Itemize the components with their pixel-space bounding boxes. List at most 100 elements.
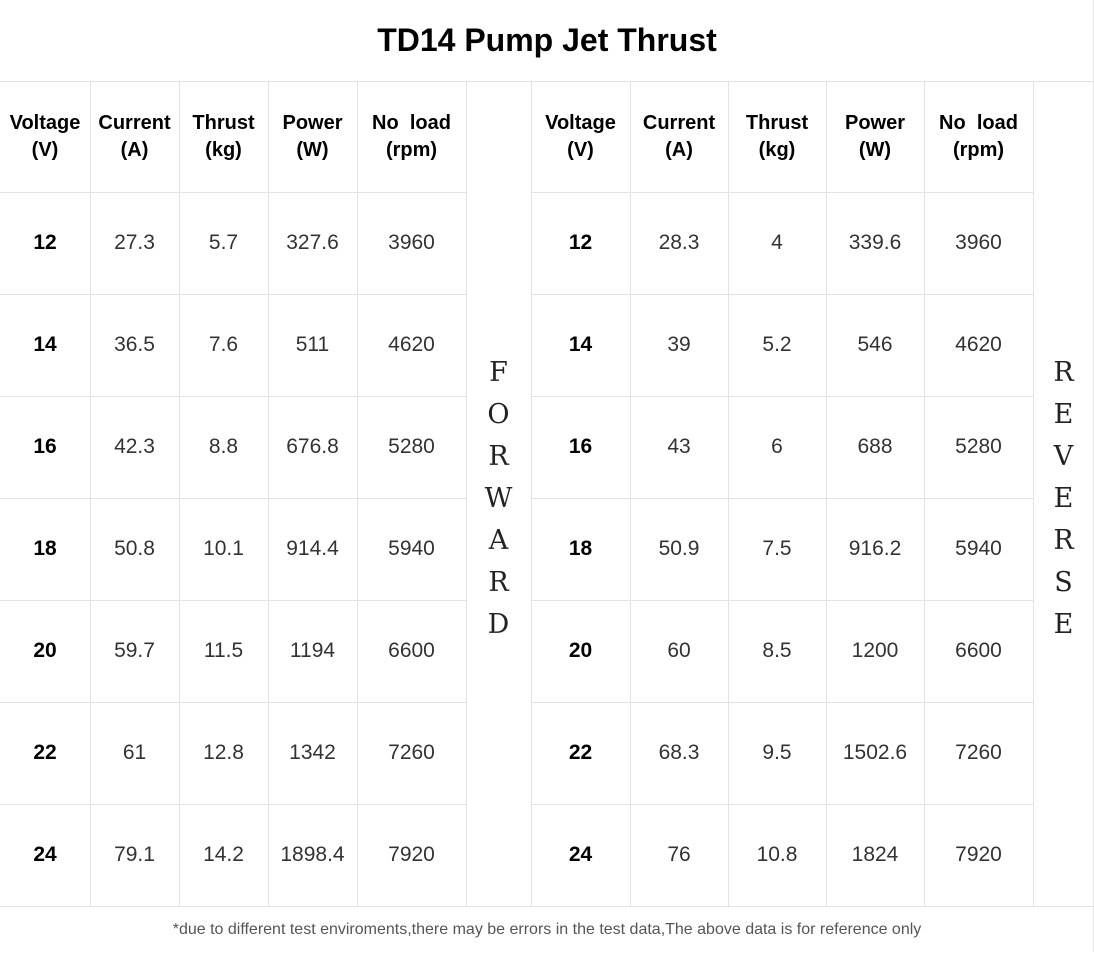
reverse-cell: 28.3 <box>658 231 700 254</box>
footer-note: *due to different test enviroments,there… <box>0 906 1094 953</box>
reverse-cell: 4 <box>771 231 783 254</box>
reverse-cell: 546 <box>857 333 893 356</box>
reverse-cell: 9.5 <box>762 741 792 764</box>
reverse-cell: 7260 <box>955 741 1002 764</box>
reverse-cell: 39 <box>667 333 691 356</box>
forward-label-letter: R <box>488 441 509 472</box>
forward-cell: 3960 <box>388 231 435 254</box>
reverse-cell: 339.6 <box>848 231 902 254</box>
reverse-header-4: No load (rpm) <box>924 82 1033 192</box>
reverse-row-divider <box>531 294 1033 295</box>
reverse-cell: 1824 <box>851 843 899 866</box>
forward-cell: 4620 <box>388 333 435 356</box>
reverse-header-3: Power (W) <box>826 82 924 192</box>
reverse-cell: 22 <box>568 741 593 764</box>
forward-cell: 50.8 <box>114 537 155 560</box>
reverse-col-divider <box>531 82 532 906</box>
reverse-label-letter: R <box>1053 357 1074 388</box>
reverse-header-line: Power <box>844 112 906 134</box>
forward-label-letter: F <box>489 357 508 388</box>
reverse-cell: 50.9 <box>658 537 700 560</box>
reverse-row-divider <box>531 702 1033 703</box>
forward-cell: 27.3 <box>114 231 155 254</box>
forward-col-divider <box>268 82 269 906</box>
forward-header-4: No load (rpm) <box>357 82 466 192</box>
reverse-header-1: Current (A) <box>630 82 728 192</box>
reverse-label-letter: S <box>1054 567 1073 598</box>
reverse-header-line: Voltage <box>545 112 616 134</box>
reverse-cell: 1200 <box>851 639 899 662</box>
reverse-header-line: (rpm) <box>952 139 1005 161</box>
forward-header-1: Current (A) <box>90 82 179 192</box>
forward-cell: 59.7 <box>114 639 155 662</box>
forward-cell: 10.1 <box>203 537 244 560</box>
reverse-cell: 688 <box>857 435 893 458</box>
reverse-row-divider <box>531 600 1033 601</box>
forward-row-divider <box>0 600 466 601</box>
reverse-cell: 916.2 <box>848 537 902 560</box>
reverse-header-0: Voltage (V) <box>531 82 630 192</box>
reverse-row-divider <box>531 192 1033 193</box>
forward-row-divider <box>0 294 466 295</box>
forward-cell: 1194 <box>289 639 336 662</box>
forward-header-line: Current <box>98 112 171 134</box>
reverse-cell: 60 <box>667 639 691 662</box>
reverse-cell: 14 <box>568 333 593 356</box>
forward-label-letter: D <box>487 609 510 640</box>
forward-col-divider <box>466 82 467 906</box>
forward-cell: 61 <box>122 741 147 764</box>
reverse-cell: 5940 <box>955 537 1002 560</box>
forward-header-line: No load <box>372 112 451 134</box>
reverse-label-letter: E <box>1053 609 1074 640</box>
forward-header-2: Thrust (kg) <box>179 82 268 192</box>
forward-cell: 22 <box>33 741 57 764</box>
reverse-col-divider <box>728 82 729 906</box>
forward-cell: 327.6 <box>286 231 339 254</box>
reverse-cell: 10.8 <box>756 843 798 866</box>
forward-label-letter: R <box>488 567 509 598</box>
reverse-cell: 7.5 <box>762 537 792 560</box>
forward-cell: 8.8 <box>208 435 239 458</box>
reverse-header-2: Thrust (kg) <box>728 82 826 192</box>
forward-col-divider <box>90 82 91 906</box>
forward-cell: 20 <box>33 639 57 662</box>
forward-header-0: Voltage (V) <box>0 82 90 192</box>
forward-header-line: (rpm) <box>385 139 438 161</box>
page-title: TD14 Pump Jet Thrust <box>0 0 1094 82</box>
forward-cell: 24 <box>33 843 57 866</box>
forward-cell: 5280 <box>388 435 435 458</box>
reverse-row-divider <box>531 498 1033 499</box>
reverse-cell: 5280 <box>955 435 1002 458</box>
forward-row-divider <box>0 804 466 805</box>
forward-cell: 1342 <box>289 741 336 764</box>
reverse-col-divider <box>924 82 925 906</box>
forward-cell: 7920 <box>388 843 435 866</box>
forward-cell: 7.6 <box>208 333 239 356</box>
reverse-cell: 43 <box>667 435 691 458</box>
reverse-cell: 68.3 <box>658 741 700 764</box>
forward-cell: 511 <box>295 333 330 356</box>
forward-cell: 11.5 <box>203 639 244 662</box>
forward-cell: 7260 <box>388 741 435 764</box>
forward-label-letter: O <box>487 399 510 430</box>
forward-col-divider <box>179 82 180 906</box>
reverse-cell: 20 <box>568 639 593 662</box>
forward-row-divider <box>0 396 466 397</box>
reverse-cell: 8.5 <box>762 639 792 662</box>
reverse-header-line: (W) <box>858 139 892 161</box>
forward-cell: 16 <box>33 435 57 458</box>
reverse-cell: 1502.6 <box>842 741 908 764</box>
forward-cell: 676.8 <box>286 435 339 458</box>
reverse-label-letter: R <box>1053 525 1074 556</box>
forward-cell: 12 <box>33 231 57 254</box>
reverse-header-line: (A) <box>665 139 693 161</box>
reverse-cell: 16 <box>568 435 593 458</box>
reverse-row-divider <box>531 396 1033 397</box>
reverse-label-letter: V <box>1053 441 1074 472</box>
reverse-cell: 4620 <box>955 333 1002 356</box>
reverse-header-line: Thrust <box>745 112 809 134</box>
forward-cell: 18 <box>33 537 57 560</box>
forward-label-letter: A <box>488 525 509 556</box>
